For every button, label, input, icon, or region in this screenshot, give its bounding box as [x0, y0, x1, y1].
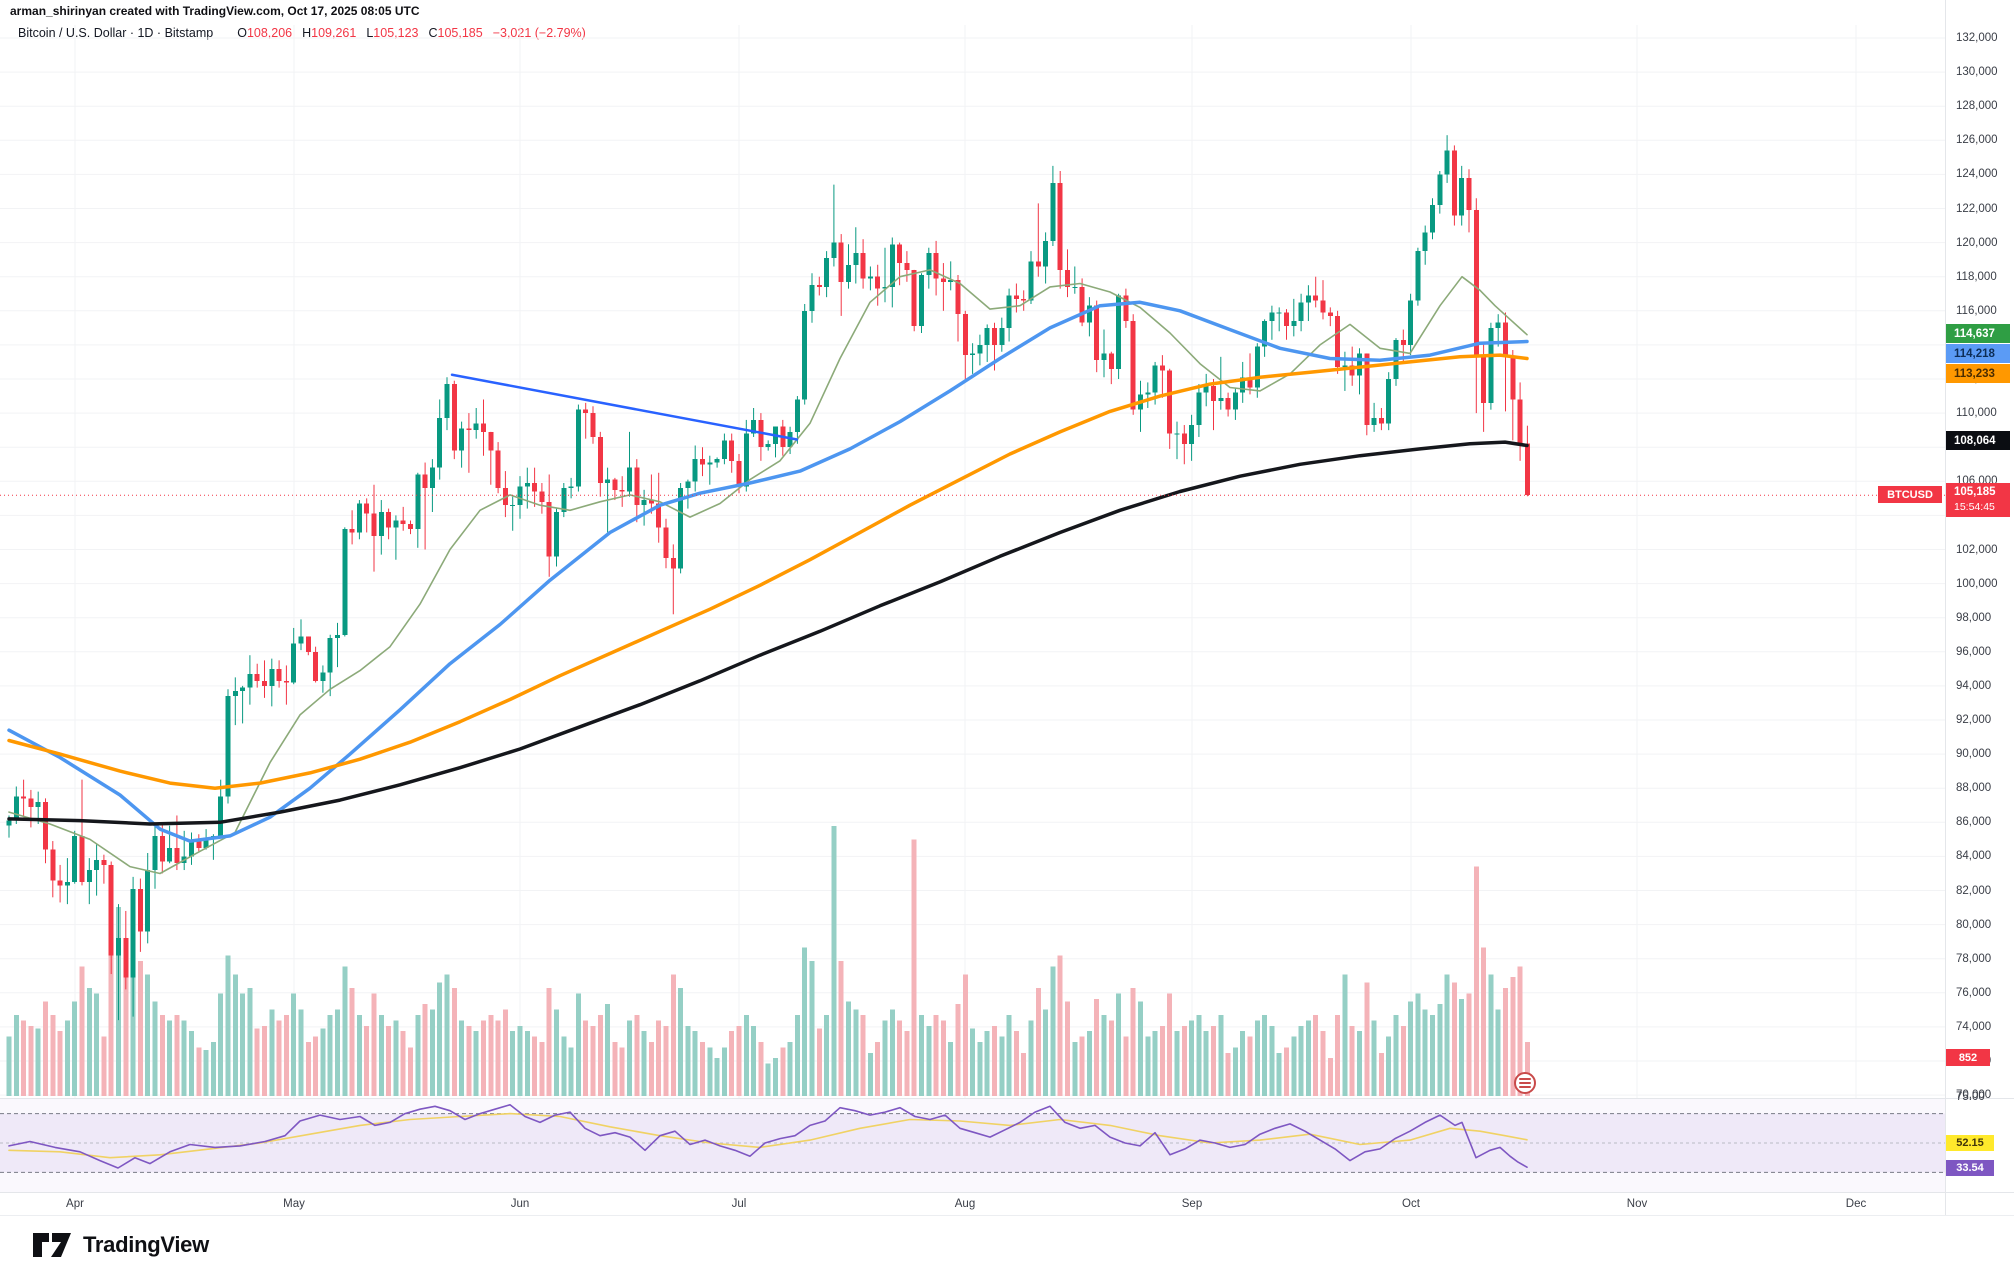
- price-tick: 122,000: [1956, 202, 1998, 215]
- attribution-text: arman_shirinyan created with TradingView…: [10, 4, 420, 18]
- time-axis-month-label: Jul: [731, 1198, 747, 1210]
- rsi-axis-tick: 75.00: [1956, 1091, 1985, 1103]
- price-tick: 118,000: [1956, 270, 1997, 283]
- price-tick: 96,000: [1956, 645, 1992, 658]
- high-label: H: [302, 26, 312, 40]
- price-tick: 116,000: [1956, 304, 1997, 317]
- tradingview-logo-icon: [33, 1233, 71, 1257]
- rsi-value-badge: 33.54: [1946, 1160, 1994, 1176]
- time-axis-month-label: May: [283, 1198, 305, 1210]
- indicator-logo-icon[interactable]: [1514, 1072, 1536, 1094]
- price-tick: 100,000: [1956, 577, 1998, 590]
- ma-fast-price-badge: 114,637: [1946, 324, 2010, 343]
- price-tick: 74,000: [1956, 1020, 1992, 1033]
- ma200-price-badge: 108,064: [1946, 431, 2010, 450]
- close-value: 105,185: [437, 26, 483, 40]
- time-axis-month-label: Apr: [66, 1198, 84, 1210]
- time-axis-month-label: Oct: [1402, 1198, 1420, 1210]
- price-tick: 70,000: [1956, 1089, 1992, 1102]
- open-value: 108,206: [246, 26, 293, 40]
- price-tick: 128,000: [1956, 100, 1998, 113]
- price-tick: 82,000: [1956, 884, 1992, 897]
- open-label: O: [237, 26, 247, 40]
- ma100-price-badge: 113,233: [1946, 364, 2010, 383]
- symbol-bar: Bitcoin / U.S. Dollar · 1D · Bitstamp O10…: [18, 26, 586, 40]
- change-value: −3,021 (−2.79%): [492, 26, 586, 40]
- price-tick: 86,000: [1956, 816, 1992, 829]
- price-tick: 90,000: [1956, 748, 1992, 761]
- tradingview-logo[interactable]: TradingView: [33, 1232, 209, 1258]
- time-axis-month-label: Sep: [1181, 1198, 1203, 1210]
- price-tick: 120,000: [1956, 236, 1998, 249]
- price-tick: 84,000: [1956, 850, 1992, 863]
- time-axis-bottom-border: [0, 1215, 2014, 1216]
- price-tick: 110,000: [1956, 407, 1997, 420]
- price-tick: 76,000: [1956, 986, 1992, 999]
- low-value: 105,123: [373, 26, 419, 40]
- last-price-value: 105,185: [1954, 486, 1996, 498]
- time-axis-month-label: Aug: [954, 1198, 976, 1210]
- price-tick: 126,000: [1956, 134, 1998, 147]
- price-tick: 98,000: [1956, 611, 1992, 624]
- close-label: C: [428, 26, 438, 40]
- btcusd-price-line-tag: BTCUSD: [1878, 486, 1942, 503]
- price-tick: 124,000: [1956, 168, 1998, 181]
- time-axis-month-label: Dec: [1845, 1198, 1867, 1210]
- symbol-title[interactable]: Bitcoin / U.S. Dollar · 1D · Bitstamp: [18, 26, 214, 40]
- ma50-price-badge: 114,218: [1946, 344, 2010, 363]
- bar-countdown: 15:54:45: [1954, 501, 1995, 513]
- price-tick: 92,000: [1956, 714, 1992, 726]
- price-tick: 88,000: [1956, 782, 1992, 795]
- price-tick: 132,000: [1956, 32, 1998, 44]
- price-tick: 78,000: [1956, 952, 1992, 965]
- low-label: L: [366, 26, 374, 40]
- price-tick: 130,000: [1956, 66, 1998, 79]
- time-axis-month-label: Jun: [510, 1198, 530, 1210]
- price-axis-separator: [1945, 0, 1946, 1215]
- price-tick: 102,000: [1956, 543, 1998, 556]
- time-axis-month-label: Nov: [1626, 1198, 1648, 1210]
- pane-divider[interactable]: [0, 1098, 2014, 1099]
- rsi-ma-value-badge: 52.15: [1946, 1135, 1994, 1151]
- volume-value-badge: 852: [1946, 1049, 1990, 1066]
- high-value: 109,261: [311, 26, 357, 40]
- price-tick: 80,000: [1956, 918, 1992, 931]
- last-price-badge: 105,185 15:54:45: [1946, 483, 2010, 517]
- tradingview-wordmark: TradingView: [83, 1232, 209, 1257]
- price-tick: 94,000: [1956, 679, 1992, 692]
- rsi-pane-bottom-border: [0, 1192, 2014, 1193]
